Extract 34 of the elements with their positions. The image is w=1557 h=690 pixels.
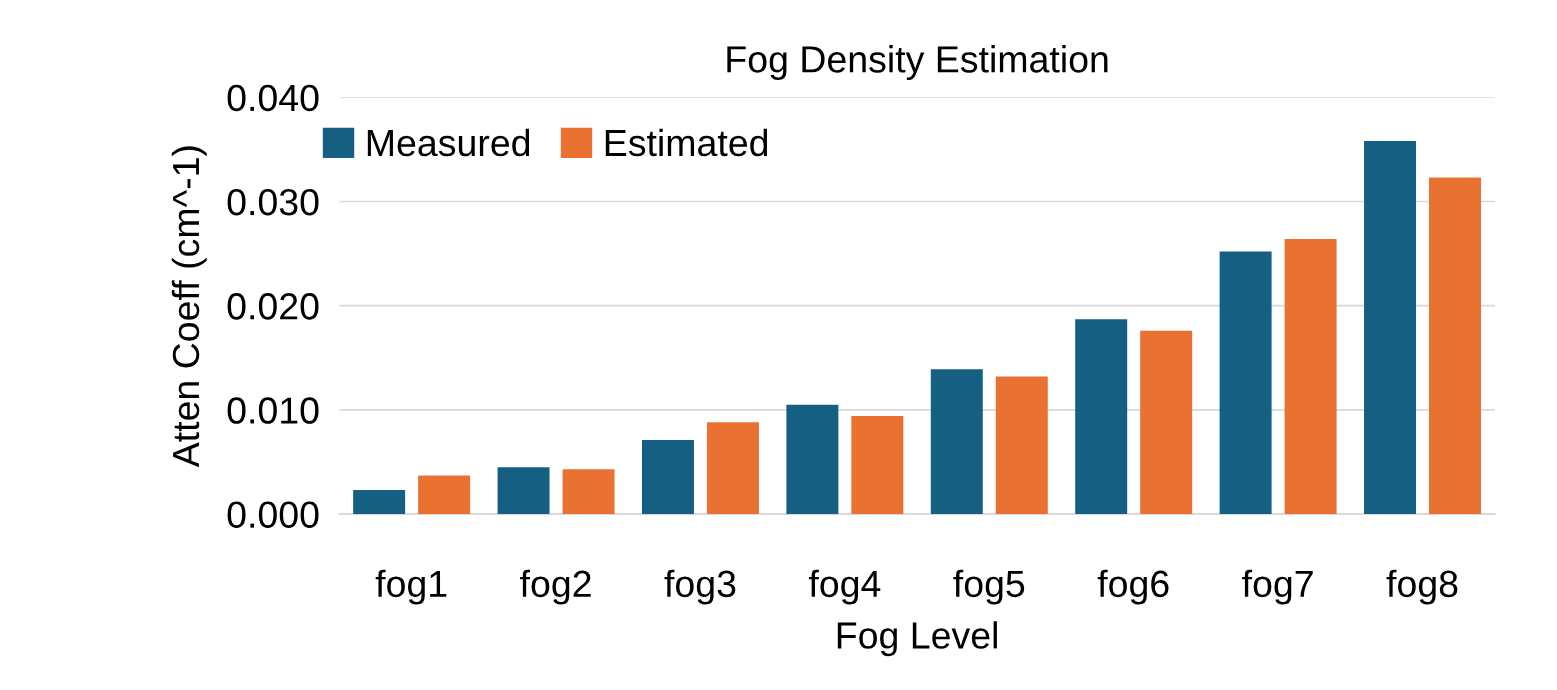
- bar: [786, 404, 839, 515]
- y-tick-label: 0.040: [227, 84, 319, 112]
- bar: [353, 490, 406, 515]
- bar: [641, 440, 694, 515]
- x-tick-label: fog2: [520, 569, 591, 605]
- legend-label: Estimated: [605, 128, 768, 157]
- y-tick-label: 0.000: [227, 501, 319, 529]
- y-tick-label: 0.010: [227, 397, 319, 424]
- legend-label: Measured: [367, 128, 530, 157]
- chart-title: Fog Density Estimation: [727, 45, 1108, 81]
- bar: [1364, 141, 1417, 515]
- bar: [1284, 238, 1337, 515]
- bar: [1219, 251, 1272, 515]
- x-tick-label: fog4: [808, 569, 881, 605]
- bar: [418, 475, 471, 515]
- bar: [1075, 319, 1128, 515]
- x-tick-label: fog3: [664, 569, 736, 605]
- x-tick-label: fog5: [953, 569, 1025, 605]
- bar: [1429, 177, 1481, 515]
- x-tick-label: fog1: [375, 569, 447, 605]
- y-tick-label: 0.030: [227, 188, 319, 216]
- bar: [930, 369, 983, 515]
- x-axis-title: Fog Level: [837, 621, 997, 657]
- y-axis-title: Atten Coeff (cm^-1): [171, 146, 207, 468]
- bar: [851, 416, 904, 515]
- bar: [995, 376, 1048, 515]
- bar: [497, 467, 550, 515]
- x-tick-label: fog6: [1097, 569, 1169, 605]
- bar: [562, 469, 615, 515]
- x-tick-label: fog7: [1242, 569, 1313, 605]
- x-tick-label: fog8: [1386, 569, 1458, 605]
- bar: [1140, 330, 1193, 515]
- y-tick-label: 0.020: [227, 293, 319, 320]
- bar: [706, 422, 759, 515]
